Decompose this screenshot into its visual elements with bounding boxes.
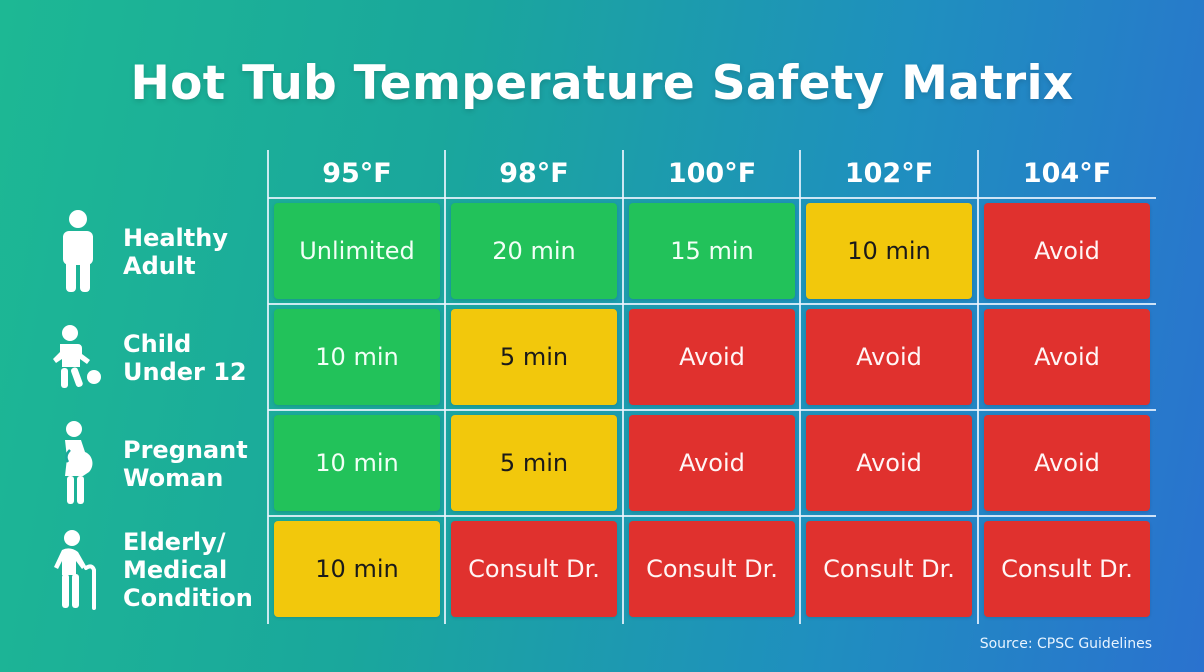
matrix-cell: 10 min: [274, 521, 440, 617]
grid-line: [268, 197, 1156, 199]
row-label-pregnant: Pregnant Woman: [123, 436, 263, 492]
row-label-line: Adult: [123, 252, 196, 280]
row-label-line: Pregnant: [123, 436, 248, 464]
matrix-cell: Avoid: [984, 203, 1150, 299]
matrix-cell: Avoid: [629, 415, 795, 511]
page-title: Hot Tub Temperature Safety Matrix: [130, 56, 1074, 111]
row-label-elderly: Elderly/ Medical Condition: [123, 528, 263, 612]
row-label-healthy-adult: Healthy Adult: [123, 224, 263, 280]
row-label-line: Condition: [123, 584, 253, 612]
child-with-ball-icon: [53, 325, 101, 388]
row-label-line: Healthy: [123, 224, 228, 252]
column-header-95: 95°F: [322, 158, 392, 189]
matrix-cell: Avoid: [984, 415, 1150, 511]
grid-line: [799, 150, 801, 624]
grid-line: [268, 303, 1156, 305]
grid-line: [268, 515, 1156, 517]
source-note: Source: CPSC Guidelines: [979, 636, 1152, 652]
grid-line: [977, 150, 979, 624]
pregnant-woman-icon: [65, 421, 93, 504]
column-header-104: 104°F: [1022, 158, 1112, 189]
grid-line: [444, 150, 446, 624]
row-label-line: Elderly/: [123, 528, 226, 556]
matrix-cell: 10 min: [274, 415, 440, 511]
matrix-cell: Consult Dr.: [451, 521, 617, 617]
adult-person-icon: [63, 210, 93, 292]
matrix-cell: Consult Dr.: [629, 521, 795, 617]
column-header-100: 100°F: [667, 158, 757, 189]
matrix-cell: Avoid: [806, 309, 972, 405]
matrix-cell: 10 min: [274, 309, 440, 405]
matrix-cell: Unlimited: [274, 203, 440, 299]
matrix-cell: 15 min: [629, 203, 795, 299]
grid-line: [622, 150, 624, 624]
row-label-line: Under 12: [123, 358, 247, 386]
matrix-cell: 5 min: [451, 415, 617, 511]
row-label-child: Child Under 12: [123, 330, 263, 386]
column-header-98: 98°F: [499, 158, 569, 189]
matrix-cell: Avoid: [984, 309, 1150, 405]
matrix-cell: Avoid: [629, 309, 795, 405]
matrix-cell: 10 min: [806, 203, 972, 299]
elderly-cane-icon: [54, 530, 96, 610]
row-label-line: Woman: [123, 464, 224, 492]
column-header-102: 102°F: [844, 158, 934, 189]
matrix-cell: Consult Dr.: [984, 521, 1150, 617]
grid-line: [268, 409, 1156, 411]
matrix-cell: 5 min: [451, 309, 617, 405]
matrix-cell: Consult Dr.: [806, 521, 972, 617]
grid-line: [267, 150, 269, 624]
row-label-line: Medical: [123, 556, 228, 584]
matrix-cell: 20 min: [451, 203, 617, 299]
row-label-line: Child: [123, 330, 192, 358]
matrix-cell: Avoid: [806, 415, 972, 511]
